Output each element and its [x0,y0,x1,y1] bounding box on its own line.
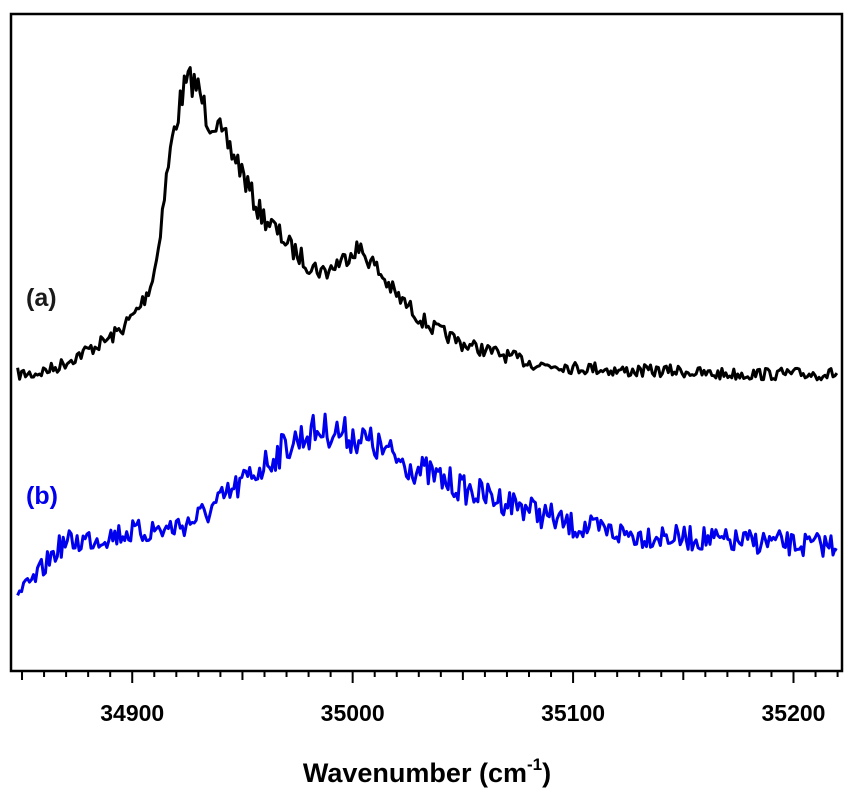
series-label-a: (a) [26,284,57,312]
x-tick-label: 35100 [541,700,605,726]
series-a-line [16,66,839,382]
plot-frame [9,12,844,673]
x-axis-tick-labels: 34900 35000 35100 35200 [100,700,825,726]
series-lines [16,66,839,597]
x-tick-label: 35200 [762,700,826,726]
x-tick-label: 34900 [100,700,164,726]
x-axis-title-superscript: -1 [527,755,542,774]
x-axis-title-main: Wavenumber (cm [303,758,527,788]
x-axis-title: Wavenumber (cm-1) [303,755,551,788]
x-tick-label: 35000 [321,700,385,726]
x-axis-title-suffix: ) [542,758,551,788]
series-b-line [16,412,838,597]
x-axis-ticks [21,671,839,683]
series-label-b: (b) [26,482,58,510]
